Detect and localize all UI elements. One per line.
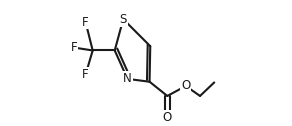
Text: F: F [82,15,89,28]
Text: S: S [119,13,127,26]
Text: N: N [123,72,132,85]
Text: O: O [181,80,190,92]
Text: F: F [71,41,77,54]
Text: O: O [163,111,172,124]
Text: F: F [82,68,89,81]
